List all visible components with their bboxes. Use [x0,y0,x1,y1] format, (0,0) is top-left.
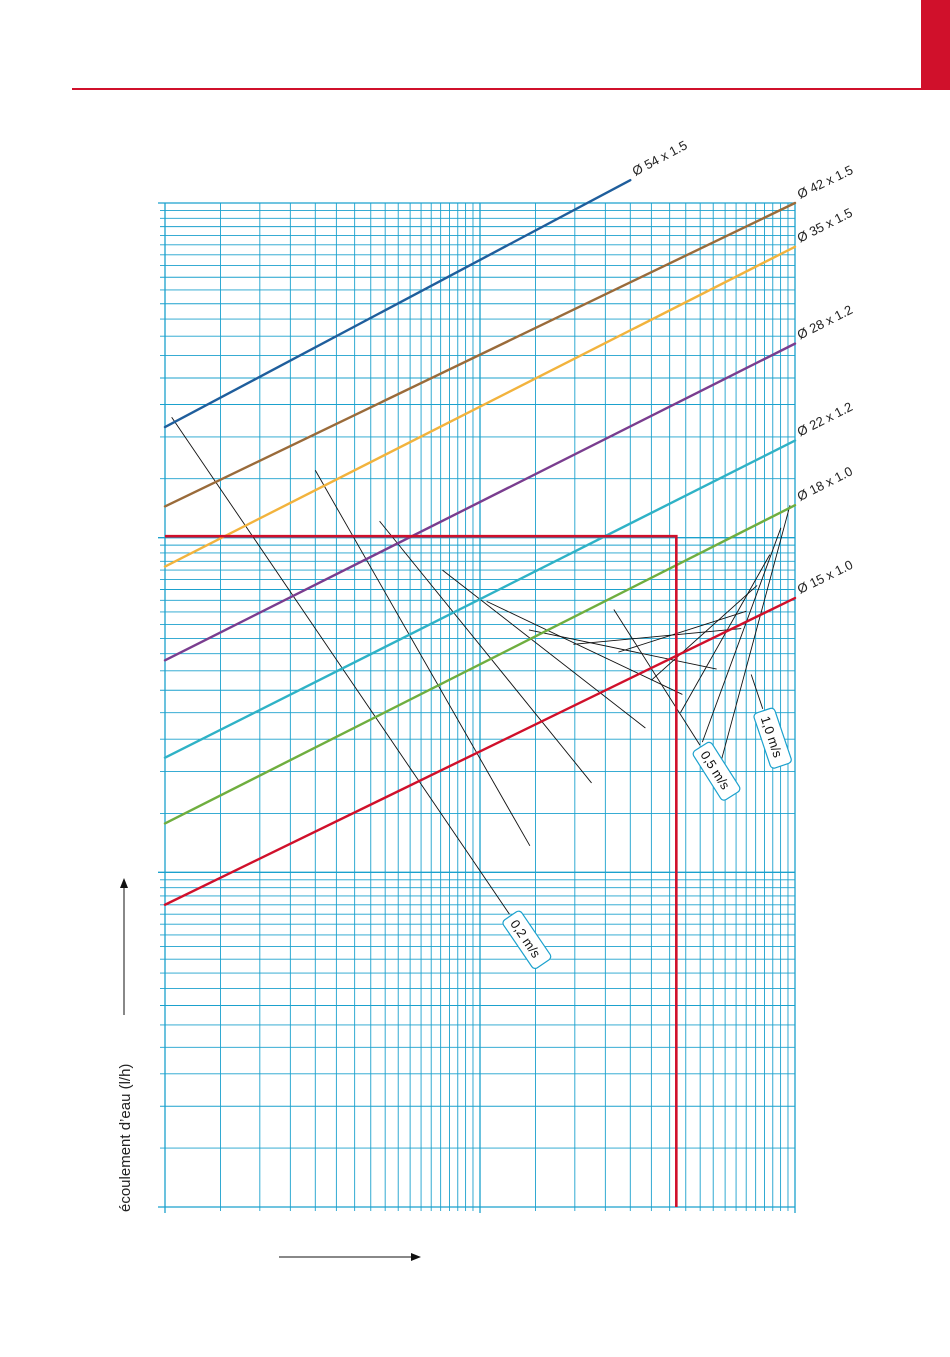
velocity-line [651,585,758,681]
chart-labels: Ø 54 x 1.5 Ø 42 x 1.5Ø 35 x 1.5 Ø 28 x 1.2… [502,137,856,969]
velocity-label-box [692,741,741,801]
series-line [163,201,797,508]
series-label: Ø 35 x 1.5 [795,205,855,246]
velocity-line [528,629,717,670]
example-reading [165,534,678,1207]
series-line [163,178,632,429]
series-line [163,342,797,662]
y-arrow-head-icon [120,878,128,888]
velocity-line [379,520,592,784]
velocity-line [442,569,646,729]
series-line [163,439,797,759]
velocity-line [573,628,742,645]
velocity-line [701,527,782,743]
velocity-line [750,674,764,709]
velocity-line [613,609,701,746]
series-label: Ø 54 x 1.5 [630,137,690,178]
velocity-line [721,505,791,760]
header-rule [72,88,950,90]
velocity-line [618,610,747,653]
velocity-label-box [753,707,792,769]
velocity-line [680,554,771,713]
velocity-line [171,416,510,915]
series-line [163,504,797,825]
velocity-label: 0,2 m/s [502,910,552,969]
velocity-line [314,470,531,847]
x-arrow-head-icon [411,1253,421,1261]
velocity-label: 1,0 m/s [753,707,792,769]
y-axis-label: écoulement d’eau (l/h) [117,1063,134,1212]
axis-arrows [120,878,421,1261]
series-label: Ø 42 x 1.5 [795,162,856,202]
chart-grid [158,202,796,1213]
series-label: Ø 15 x 1.0 [795,557,855,597]
velocity-line [486,600,683,695]
series-line [163,245,797,568]
pipe-series [163,178,797,906]
series-label: Ø 28 x 1.2 [795,302,855,342]
series-line [163,596,797,906]
velocity-lines [171,416,791,915]
velocity-label-box [502,910,552,969]
corner-tab [921,0,950,90]
series-label: Ø 22 x 1.2 [795,399,855,439]
series-label: Ø 18 x 1.0 [795,463,855,503]
example-reading-line [165,534,678,1207]
